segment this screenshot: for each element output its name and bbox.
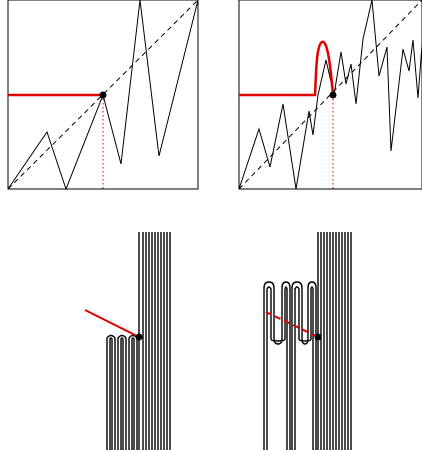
zigzag-curve: [238, 0, 422, 190]
red-bump-segment: [239, 40, 335, 97]
zigzag-curve: [7, 0, 199, 191]
fixed-point-dot: [329, 91, 337, 99]
large-fold-inner: [294, 286, 314, 450]
folded-strand-inner: [109, 337, 113, 450]
graph-panel-left: [7, 0, 199, 191]
large-fold-outer: [291, 281, 317, 450]
red-diagonal-line: [84, 309, 140, 338]
large-fold-inner: [266, 286, 288, 450]
folded-strand-outer: [117, 334, 127, 450]
graph-panel-right: [238, 0, 422, 190]
diagonal-dashed: [238, 0, 422, 190]
folded-strand-inner: [120, 337, 124, 450]
fixed-point-dot: [99, 91, 107, 99]
large-fold-outer: [263, 281, 291, 450]
fixed-point-dot: [314, 333, 322, 341]
fixed-point-dot: [135, 333, 143, 341]
folded-strand-outer: [106, 334, 116, 450]
folding-panel-right: [263, 232, 352, 450]
folded-strand-inner: [131, 337, 135, 450]
folding-panel-left: [84, 232, 171, 450]
folded-strand-outer: [128, 334, 138, 450]
